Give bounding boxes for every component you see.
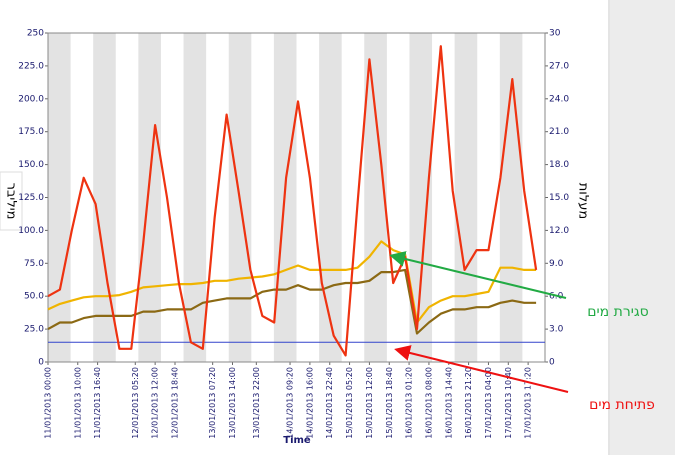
x-tick-label: 17/01/2013 10:40 — [504, 367, 513, 439]
x-tick-label: 14/01/2013 16:00 — [305, 367, 314, 439]
stripe — [48, 33, 71, 362]
y2-tick-label: 24.0 — [549, 94, 569, 104]
y2-tick-label: 3.0 — [549, 325, 564, 335]
plot-frame — [47, 32, 546, 363]
y-tick-label: 75.0 — [24, 259, 44, 269]
x-tick-label: 15/01/2013 18:40 — [385, 367, 394, 439]
stripe — [183, 33, 207, 362]
stripe — [138, 33, 161, 362]
x-tick-label: 16/01/2013 14:40 — [444, 367, 453, 439]
y2-tick-label: 15.0 — [549, 193, 569, 203]
x-tick-label: 16/01/2013 01:20 — [405, 367, 414, 439]
y-tick-label: 0 — [38, 358, 44, 368]
plot-area — [48, 33, 545, 362]
x-tick-label: 11/01/2013 16:40 — [93, 367, 102, 439]
y2-tick-label: 0 — [549, 358, 555, 368]
x-tick-label: 12/01/2013 12:00 — [151, 367, 160, 439]
x-tick-label: 13/01/2013 14:00 — [228, 367, 237, 439]
series-line — [47, 240, 537, 324]
annotation-arrow — [389, 251, 567, 299]
series-line — [47, 45, 538, 357]
x-tick-label: 14/01/2013 09:20 — [286, 367, 295, 439]
x-tick-label: 16/01/2013 08:00 — [424, 367, 433, 439]
x-tick-label: 16/01/2013 21:20 — [464, 367, 473, 439]
x-tick-label: 11/01/2013 10:00 — [73, 367, 82, 439]
y-tick-label: 25.0 — [24, 325, 44, 335]
x-tick-label: 14/01/2013 22:40 — [325, 367, 334, 439]
y-axis-title: מיליבר — [4, 183, 19, 220]
y-tick-label: 225.0 — [18, 61, 44, 71]
x-tick-label: 15/01/2013 12:00 — [365, 367, 374, 439]
x-tick-label: 11/01/2013 00:00 — [44, 367, 53, 439]
series-line — [47, 268, 537, 335]
x-tick-label: 15/01/2013 05:20 — [345, 367, 354, 439]
y2-tick-label: 18.0 — [549, 160, 569, 170]
y2-axis-title: מעלות — [576, 183, 591, 219]
y2-tick-label: 6.0 — [549, 292, 564, 302]
stripe — [93, 33, 116, 362]
x-tick-label: 12/01/2013 05:20 — [131, 367, 140, 439]
y-tick-label: 250 — [27, 29, 44, 39]
y-tick-label: 50.0 — [24, 292, 44, 302]
y2-tick-label: 30 — [549, 29, 561, 39]
x-tick-label: 13/01/2013 07:20 — [208, 367, 217, 439]
y-tick-label: 100.0 — [18, 226, 44, 236]
y2-tick-label: 21.0 — [549, 127, 569, 137]
annotation-arrow — [394, 345, 569, 393]
x-tick-label: 12/01/2013 18:40 — [170, 367, 179, 439]
y-tick-label: 200.0 — [18, 94, 44, 104]
annotation: פתיחת מים — [589, 397, 655, 413]
stripe — [319, 33, 342, 362]
y2-tick-label: 12.0 — [549, 226, 569, 236]
x-tick-label: 13/01/2013 22:00 — [252, 367, 261, 439]
y-tick-label: 125.0 — [18, 193, 44, 203]
stripe — [409, 33, 433, 362]
annotation: סגירת מים — [587, 304, 648, 320]
y-tick-label: 175.0 — [18, 127, 44, 137]
x-axis-title: Time — [283, 435, 311, 446]
stripe — [454, 33, 478, 362]
y-tick-label: 150.0 — [18, 160, 44, 170]
y-title-box — [0, 171, 23, 231]
x-tick-label: 17/01/2013 04:00 — [484, 367, 493, 439]
x-tick-label: 17/01/2013 17:20 — [524, 367, 533, 439]
y2-tick-label: 9.0 — [549, 259, 564, 269]
y2-tick-label: 27.0 — [549, 61, 569, 71]
